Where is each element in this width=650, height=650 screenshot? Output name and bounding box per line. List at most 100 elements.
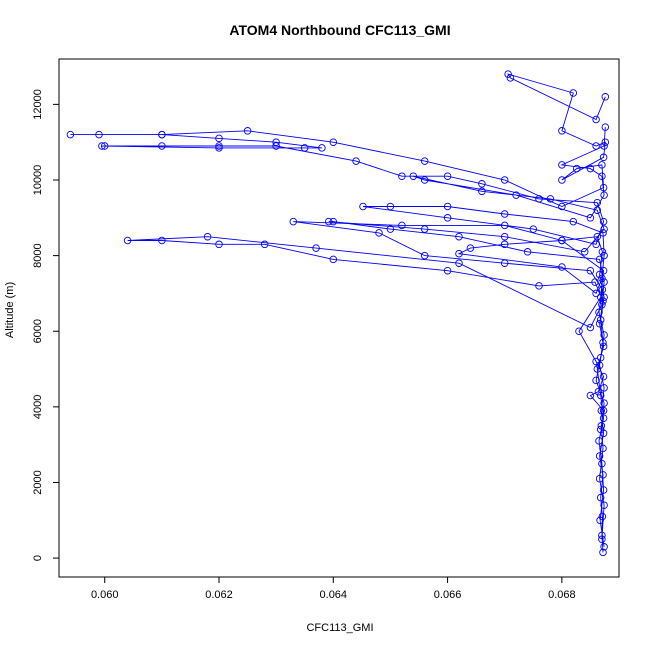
data-point	[596, 293, 605, 301]
data-point	[600, 543, 608, 551]
data-point	[596, 493, 605, 502]
data-point	[601, 138, 610, 146]
data-point	[352, 157, 360, 165]
data-point	[558, 161, 566, 169]
data-point	[600, 191, 608, 199]
data-point	[478, 187, 486, 196]
data-point	[500, 259, 509, 267]
data-point	[386, 225, 395, 233]
data-point	[506, 74, 515, 82]
data-point	[558, 263, 566, 271]
y-tick-label: 12000	[32, 89, 44, 120]
data-point	[599, 406, 608, 415]
data-point	[558, 236, 566, 245]
data-point	[600, 384, 608, 392]
data-point	[599, 338, 607, 347]
data-point	[598, 301, 606, 309]
data-point	[466, 244, 475, 252]
data-point	[312, 244, 320, 252]
data-point	[596, 425, 605, 434]
data-point	[599, 229, 607, 237]
data-point	[595, 255, 604, 264]
data-point	[324, 217, 333, 226]
y-axis-label: Altitude (m)	[4, 282, 16, 338]
series-line	[127, 127, 606, 547]
y-tick-label: 4000	[32, 395, 44, 419]
data-point	[595, 319, 604, 328]
data-point	[260, 240, 269, 249]
data-point	[215, 240, 223, 249]
data-point	[599, 486, 608, 494]
data-point	[592, 240, 600, 249]
data-point	[443, 172, 452, 180]
data-point	[591, 278, 599, 286]
data-point	[599, 548, 607, 557]
data-point	[558, 127, 566, 135]
data-point	[558, 202, 566, 211]
data-point	[100, 142, 109, 150]
data-point	[595, 308, 603, 317]
data-point	[95, 130, 103, 139]
data-point	[529, 225, 538, 233]
data-point	[500, 240, 509, 249]
x-tick-label: 0.064	[320, 589, 348, 601]
data-point	[158, 142, 166, 150]
data-point	[599, 297, 607, 305]
series-1	[123, 123, 610, 551]
data-point	[597, 422, 606, 430]
data-point	[600, 399, 608, 407]
data-point	[599, 414, 608, 422]
data-point	[600, 278, 608, 286]
data-point	[158, 130, 166, 139]
y-tick-label: 2000	[32, 470, 44, 494]
x-tick-label: 0.066	[434, 589, 462, 601]
data-point	[601, 123, 610, 131]
data-point	[455, 249, 463, 258]
data-point	[203, 232, 212, 241]
data-point	[599, 372, 608, 381]
data-point	[598, 535, 606, 543]
y-tick-label: 0	[32, 555, 44, 561]
data-point	[598, 172, 606, 180]
data-point	[592, 376, 600, 385]
data-point	[420, 176, 429, 184]
y-tick-label: 6000	[32, 319, 44, 343]
data-point	[575, 327, 583, 335]
series-2	[289, 217, 608, 543]
data-point	[386, 202, 395, 211]
data-point	[580, 248, 589, 256]
data-point	[594, 387, 603, 396]
data-point	[599, 153, 608, 162]
data-point	[600, 331, 608, 339]
data-point	[586, 323, 595, 332]
data-point	[569, 89, 578, 97]
x-tick-label: 0.062	[205, 589, 233, 601]
data-point	[359, 202, 367, 211]
data-point	[500, 232, 509, 241]
y-tick-label: 8000	[32, 243, 44, 267]
data-point	[600, 251, 608, 260]
data-point	[215, 134, 223, 143]
data-point	[600, 225, 608, 233]
data-point	[420, 157, 429, 165]
data-point	[455, 259, 463, 267]
data-point	[443, 202, 452, 211]
y-tick-label: 10000	[32, 165, 44, 196]
x-tick-label: 0.060	[91, 589, 119, 601]
series-line	[70, 73, 606, 553]
data-point	[599, 342, 608, 351]
data-point	[596, 353, 605, 362]
data-point	[398, 221, 406, 230]
data-point	[66, 130, 75, 139]
data-point	[300, 144, 309, 152]
data-point	[599, 217, 608, 226]
data-point	[215, 142, 223, 150]
data-point	[593, 232, 602, 241]
data-point	[586, 266, 595, 275]
data-point	[318, 144, 326, 152]
data-point	[598, 248, 607, 256]
data-point	[599, 266, 608, 275]
data-point	[329, 255, 338, 264]
